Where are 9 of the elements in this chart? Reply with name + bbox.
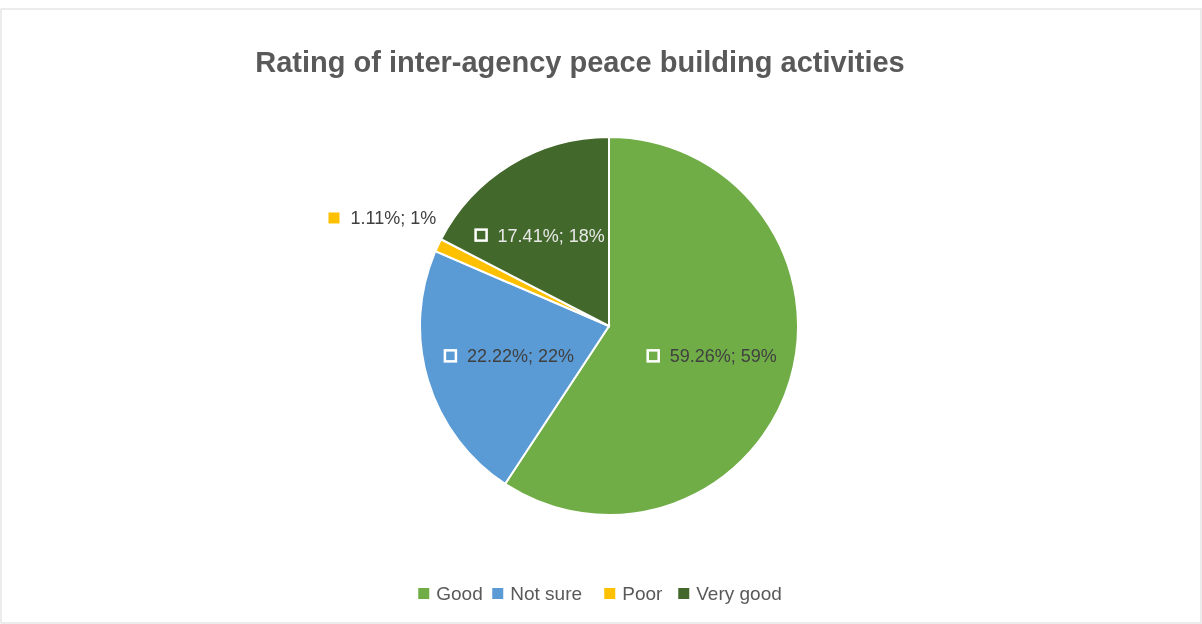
chart-title: Rating of inter-agency peace building activities bbox=[255, 46, 905, 78]
legend-label: Very good bbox=[696, 583, 782, 604]
legend-label: Good bbox=[436, 583, 483, 604]
data-label: 1.11%; 1% bbox=[350, 208, 437, 229]
data-label: 59.26%; 59% bbox=[669, 346, 777, 367]
legend-label: Poor bbox=[622, 583, 664, 604]
legend-label: Not sure bbox=[510, 583, 583, 604]
data-label: 17.41%; 18% bbox=[497, 225, 605, 246]
data-label: 22.22%; 22% bbox=[466, 346, 574, 367]
